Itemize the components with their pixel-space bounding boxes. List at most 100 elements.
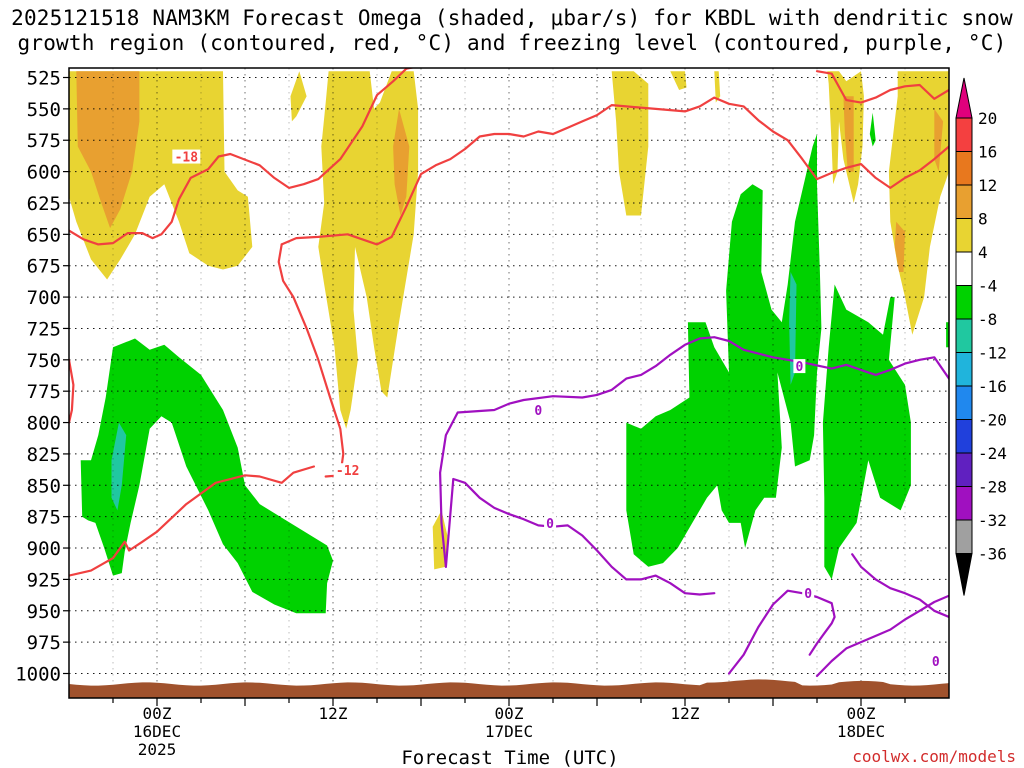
y-tick-label-575: 575 [27,130,61,152]
colorbar-bin-3 [955,184,973,219]
contour-label-bg-3 [544,515,557,530]
contour-dendritic-upper-a [69,68,416,246]
y-tick-label-775: 775 [27,381,61,403]
contour-label-2: 0 [534,404,542,419]
omega-shading-layer [69,71,949,614]
omega-region-18 [822,284,911,580]
contour-label-bg-6 [929,653,942,668]
colorbar-label-4: 4 [978,243,988,262]
colorbar-bin-12 [955,486,973,521]
colorbar-bin-7 [955,318,973,353]
contour-dendritic-upper-c [280,96,949,246]
contour-label-0: -18 [175,151,199,166]
y-tick-label-725: 725 [27,318,61,340]
colorbar-label-13: -36 [978,545,1007,564]
contour-dendritic-upper-b [277,243,345,478]
colorbar-label-2: 12 [978,176,997,195]
colorbar-label-12: -32 [978,511,1007,530]
colorbar-bin-9 [955,385,973,420]
omega-region-11 [888,71,949,335]
colorbar-label-8: -16 [978,377,1007,396]
contour-dendritic-top-right [815,70,949,104]
terrain-layer [69,679,949,698]
omega-region-6 [611,71,649,216]
omega-region-8 [714,71,721,103]
y-tick-label-900: 900 [27,538,61,560]
y-tick-label-875: 875 [27,507,61,529]
colorbar-label-7: -12 [978,344,1007,363]
terrain-surface [69,679,949,698]
contour-label-bg-0 [172,149,201,164]
y-tick-label-550: 550 [27,99,61,121]
omega-region-2 [290,71,307,122]
omega-region-7 [670,71,687,90]
omega-region-4 [393,108,410,216]
colorbar-bin-6 [955,285,973,320]
y-tick-label-700: 700 [27,287,61,309]
colorbar-label-6: -8 [978,310,997,329]
colorbar-label-1: 16 [978,143,997,162]
omega-region-19 [869,112,876,147]
chart-title-line-2: growth region (contoured, red, °C) and f… [17,31,1007,55]
y-tick-label-925: 925 [27,569,61,591]
colorbar: 20 16 12 8 4 -4 -8 -12 -16 -20 -24 -28 -32 -36 [955,77,1007,596]
y-tick-label-675: 675 [27,256,61,278]
colorbar-bin-2 [955,151,973,186]
colorbar-bin-1 [955,117,973,152]
omega-region-15 [111,422,127,511]
colorbar-bin-13 [955,519,973,554]
y-tick-label-600: 600 [27,162,61,184]
x-tick-label-3-0: 12Z [671,704,700,723]
colorbar-bin-5 [955,251,973,286]
y-tick-label-950: 950 [27,601,61,623]
colorbar-bin-8 [955,352,973,387]
omega-region-17 [789,272,797,385]
colorbar-label-0: 20 [978,109,997,128]
y-tick-label-625: 625 [27,193,61,215]
y-tick-label-750: 750 [27,350,61,372]
omega-region-1 [76,71,140,229]
x-tick-label-2-1: 17DEC [485,722,533,741]
contour-freezing-bottom-right [851,553,949,619]
colorbar-label-3: 8 [978,210,988,229]
omega-region-10 [843,96,854,172]
y-tick-label-650: 650 [27,224,61,246]
x-tick-label-4-0: 00Z [847,704,876,723]
colorbar-label-10: -24 [978,444,1007,463]
y-axis: 525 550 575 600 625 650 675 700 725 750 775 800 825 8… [15,68,69,686]
contour-label-bg-5 [802,586,815,601]
x-tick-label-1-0: 12Z [319,704,348,723]
y-tick-label-825: 825 [27,444,61,466]
contour-label-1: -12 [336,464,359,479]
contour-label-bg-1 [333,463,362,478]
contour-dendritic-lower [69,465,315,577]
contour-freezing-main [439,336,949,568]
chart-title-line-1: 2025121518 NAM3KM Forecast Omega (shaded… [11,6,1013,30]
colorbar-bin-4 [955,218,973,253]
x-tick-label-0-2: 2025 [138,740,177,759]
y-tick-label-1000: 1000 [15,664,61,686]
contour-freezing-right [727,589,836,675]
colorbar-bottom-arrow [955,553,973,596]
colorbar-label-9: -20 [978,411,1007,430]
contour-label-3: 0 [546,517,554,532]
omega-region-3 [318,71,419,429]
colorbar-bin-11 [955,452,973,487]
contour-freezing-lower [444,477,716,596]
colorbar-label-5: -4 [978,277,997,296]
contour-dendritic-left-edge [69,358,75,424]
x-tick-label-2-0: 00Z [495,704,524,723]
x-tick-label-0-0: 00Z [143,704,172,723]
contour-layer [69,68,949,678]
credit-text: coolwx.com/models [852,747,1016,766]
y-tick-label-800: 800 [27,413,61,435]
x-tick-label-4-1: 18DEC [837,722,885,741]
contour-label-5: 0 [804,587,812,602]
contour-label-bg-2 [532,403,545,418]
y-tick-label-975: 975 [27,632,61,654]
x-axis-label: Forecast Time (UTC) [401,747,618,768]
y-tick-label-850: 850 [27,475,61,497]
contour-label-layer: -18 -12 0 0 0 0 0 [172,149,942,670]
